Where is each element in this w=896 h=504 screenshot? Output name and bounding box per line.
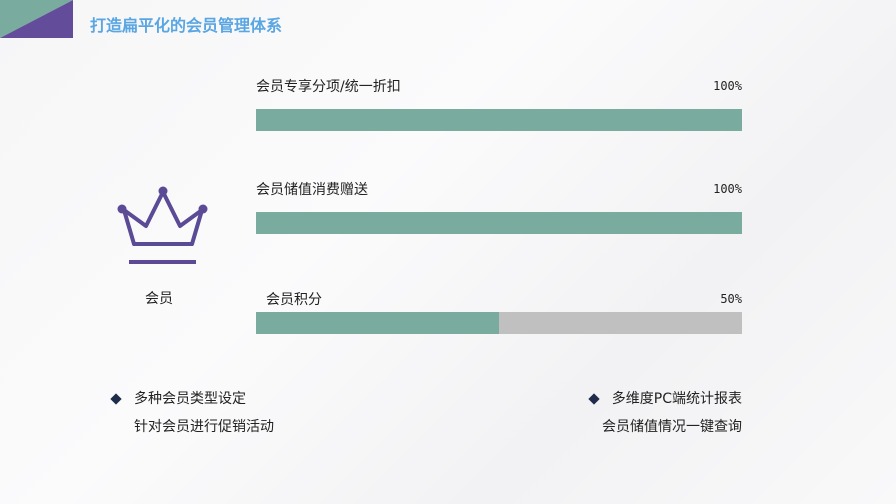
feature-left-title: 多种会员类型设定 <box>110 388 246 408</box>
bar-percent: 100% <box>713 79 742 93</box>
bar-percent: 50% <box>720 292 742 306</box>
crown-label: 会员 <box>145 291 173 307</box>
bar-label: 会员储值消费赠送 <box>256 182 368 198</box>
feature-title-text: 多维度PC端统计报表 <box>611 391 742 407</box>
feature-title-text: 多种会员类型设定 <box>134 391 246 407</box>
header-corner-decoration <box>0 0 73 38</box>
bar-percent: 100% <box>713 182 742 196</box>
progress-fill <box>256 212 742 234</box>
progress-fill <box>256 109 742 131</box>
page-title: 打造扁平化的会员管理体系 <box>90 16 283 35</box>
progress-fill <box>256 312 499 334</box>
bar-label: 会员专享分项/统一折扣 <box>256 79 401 95</box>
feature-right-title: 多维度PC端统计报表 <box>588 388 742 408</box>
feature-left-desc: 针对会员进行促销活动 <box>134 419 274 435</box>
feature-right-desc: 会员储值情况一键查询 <box>602 419 742 435</box>
crown-icon <box>117 186 208 264</box>
progress-bar <box>256 212 742 234</box>
progress-bar <box>256 109 742 131</box>
bar-label: 会员积分 <box>266 292 322 308</box>
diamond-bullet-icon <box>110 393 122 405</box>
progress-bar <box>256 312 742 334</box>
diamond-bullet-icon <box>588 393 600 405</box>
